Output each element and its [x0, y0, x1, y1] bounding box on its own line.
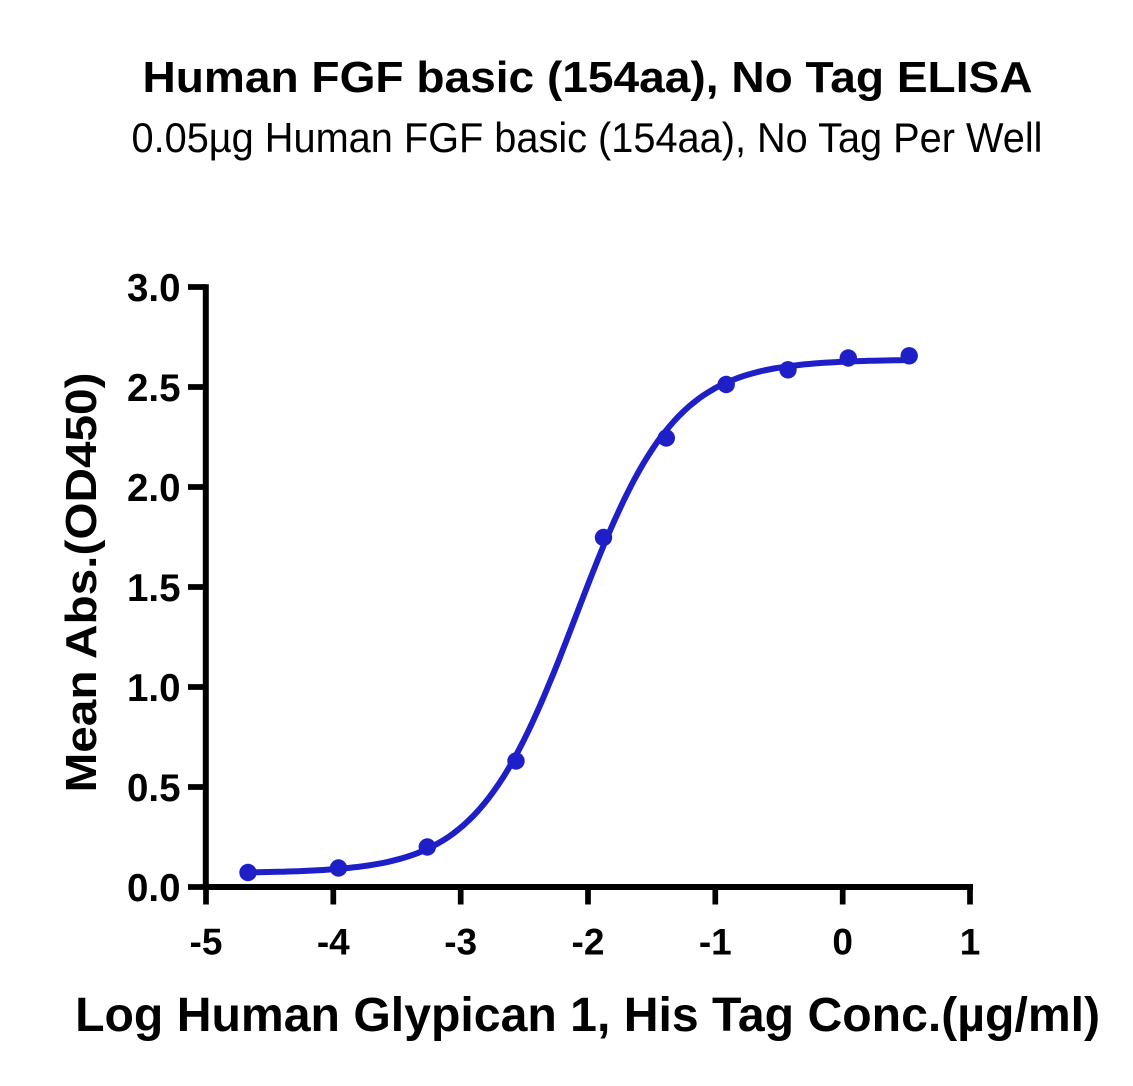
svg-text:0: 0: [832, 922, 853, 963]
svg-text:2.0: 2.0: [127, 467, 181, 510]
svg-text:Log Human Glypican 1, His Tag: Log Human Glypican 1, His Tag Conc.(µg/m…: [75, 989, 1100, 1042]
svg-text:1.0: 1.0: [127, 667, 181, 710]
svg-text:-5: -5: [190, 922, 223, 963]
svg-text:3.0: 3.0: [127, 267, 181, 310]
svg-text:0.05µg Human FGF basic (154aa): 0.05µg Human FGF basic (154aa), No Tag P…: [132, 114, 1043, 161]
svg-text:-3: -3: [444, 922, 477, 963]
svg-text:1: 1: [960, 922, 981, 963]
svg-text:-4: -4: [317, 922, 350, 963]
svg-text:0.0: 0.0: [127, 867, 181, 910]
svg-text:Human FGF basic (154aa), No Ta: Human FGF basic (154aa), No Tag ELISA: [143, 53, 1033, 102]
svg-text:-1: -1: [699, 922, 732, 963]
svg-text:1.5: 1.5: [127, 567, 181, 610]
svg-text:Mean Abs.(OD450): Mean Abs.(OD450): [57, 373, 106, 793]
svg-text:2.5: 2.5: [127, 367, 181, 410]
svg-text:-2: -2: [572, 922, 605, 963]
svg-text:0.5: 0.5: [127, 767, 181, 810]
